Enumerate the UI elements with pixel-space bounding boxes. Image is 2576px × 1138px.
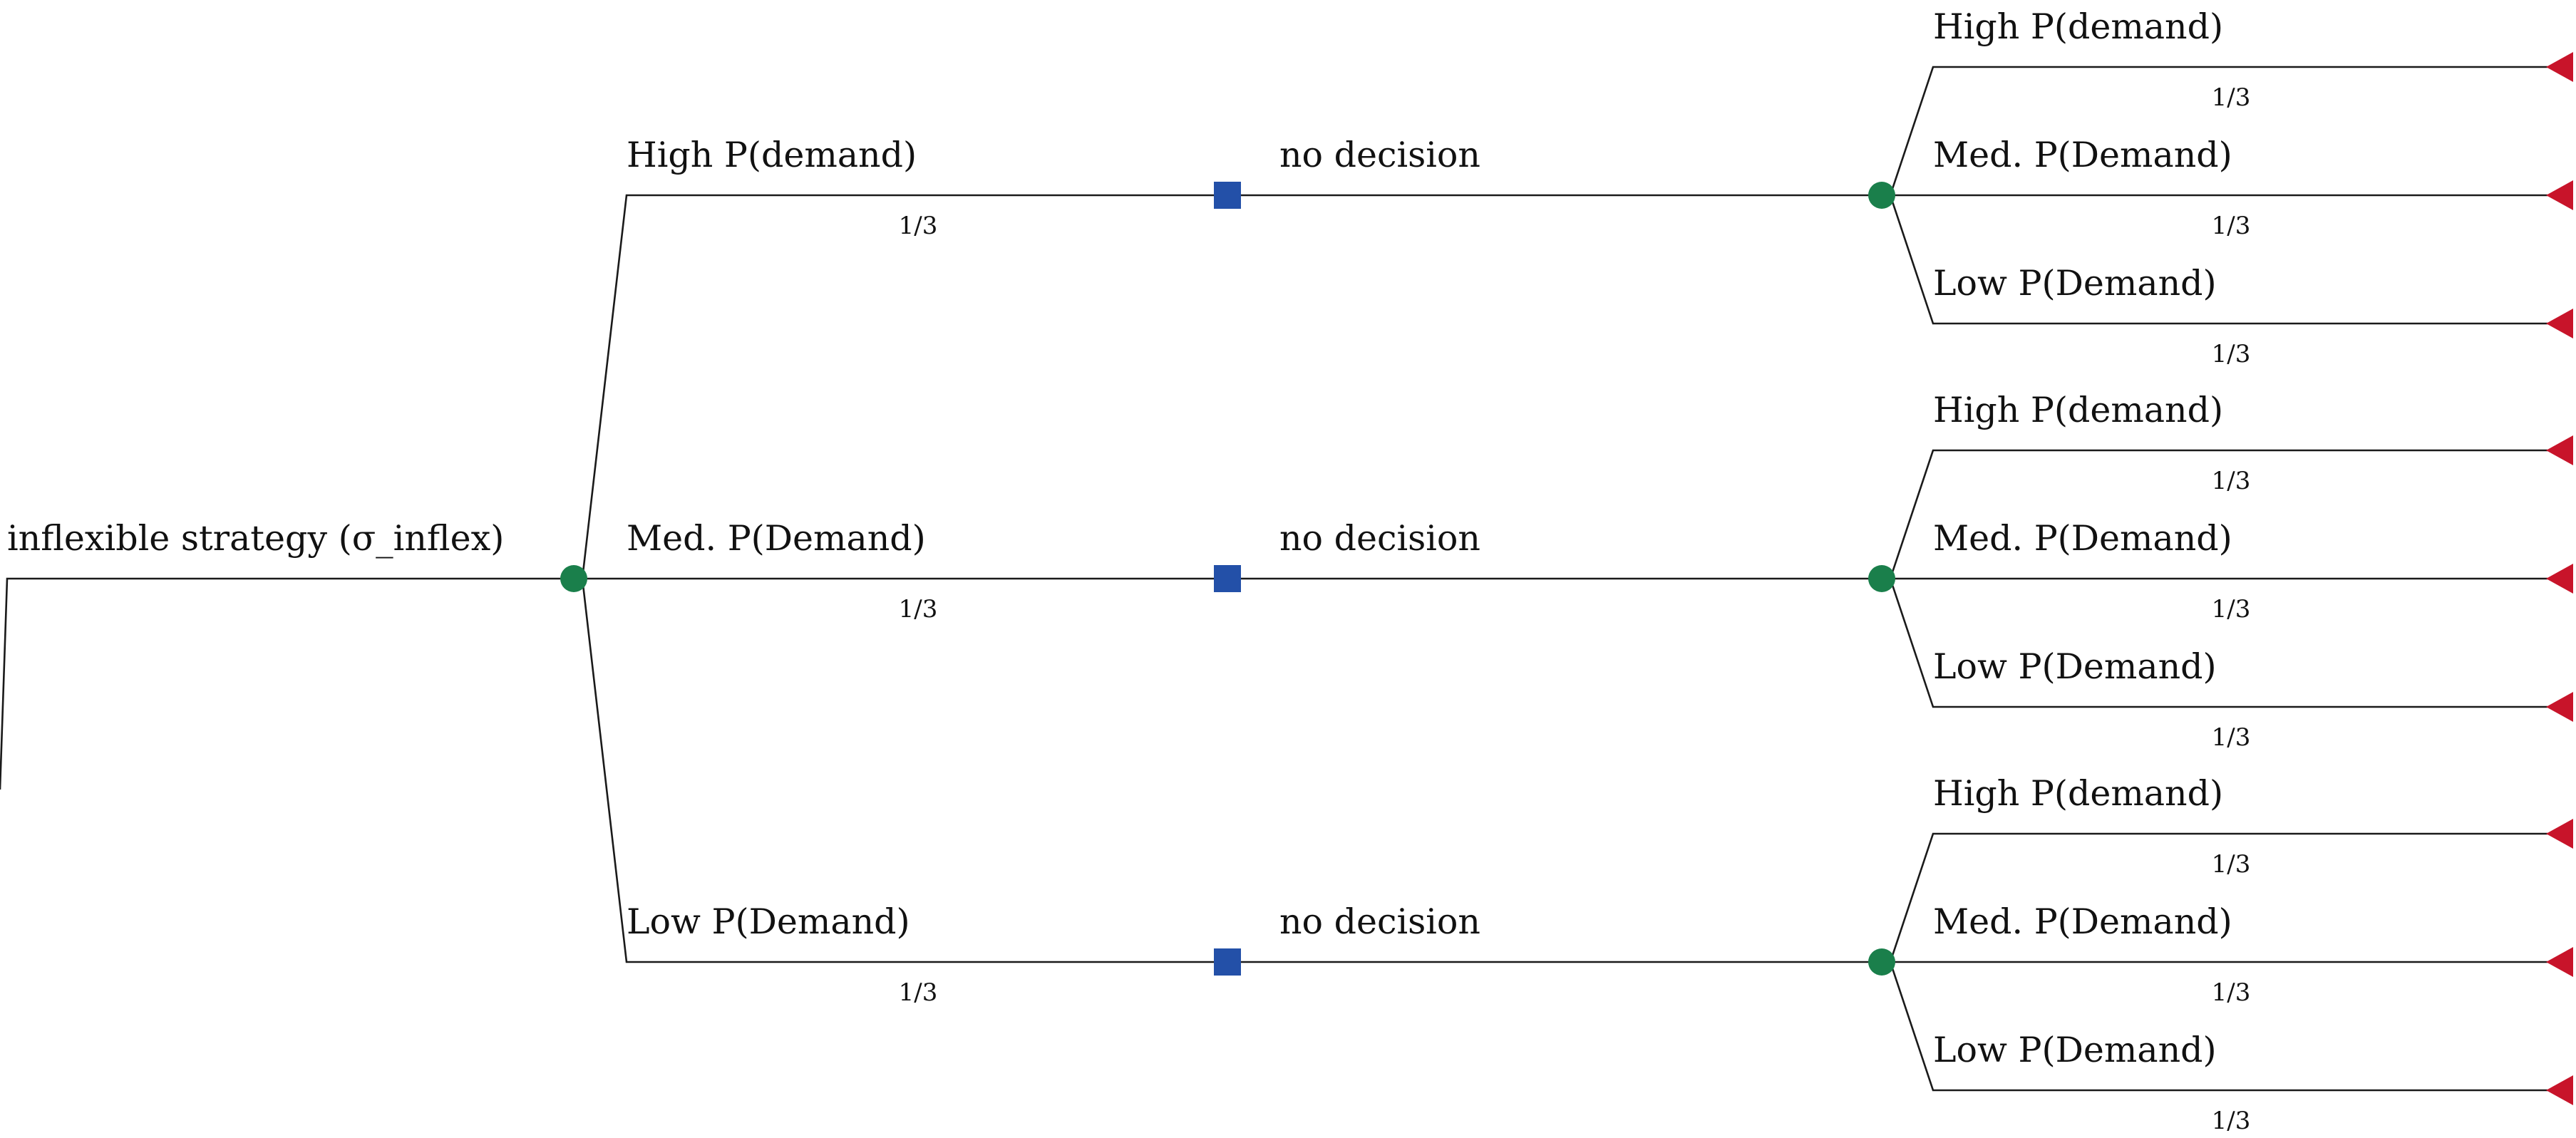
root-chance-node: [560, 565, 587, 592]
branch-2-label: Med. P(Demand): [627, 518, 926, 559]
outcome-1-3-label: Low P(Demand): [1933, 263, 2217, 304]
outcome-2-2-probability: 1/3: [2212, 595, 2251, 624]
outcome-3-2-label: Med. P(Demand): [1933, 901, 2232, 942]
outcome-1-1-edge: [1889, 66, 2547, 196]
terminal-node-1-1: [2546, 52, 2573, 82]
terminal-node-2-2: [2546, 564, 2573, 594]
terminal-node-3-1: [2546, 819, 2573, 849]
outcome-3-1-probability: 1/3: [2212, 850, 2251, 879]
decision-1-label: no decision: [1279, 135, 1480, 175]
outcome-2-1-probability: 1/3: [2212, 467, 2251, 495]
terminal-node-3-2: [2546, 947, 2573, 977]
branch-1-label: High P(demand): [627, 135, 917, 175]
branch-2-probability: 1/3: [899, 595, 938, 624]
chance-node-3: [1868, 948, 1895, 976]
outcome-1-1-probability: 1/3: [2212, 83, 2251, 112]
terminal-node-1-2: [2546, 180, 2573, 210]
outcome-2-1-label: High P(demand): [1933, 390, 2223, 430]
outcome-2-1-edge: [1889, 449, 2547, 579]
chance-node-2: [1868, 565, 1895, 592]
outcome-2-2-label: Med. P(Demand): [1933, 518, 2232, 559]
outcome-2-3-edge: [1889, 578, 2547, 708]
tree-labels: inflexible strategy (σ_inflex) High P(dem…: [7, 6, 2250, 1135]
decision-3-label: no decision: [1279, 901, 1480, 942]
outcome-2-3-label: Low P(Demand): [1933, 646, 2217, 687]
terminal-node-3-3: [2546, 1075, 2573, 1105]
branch-3-edge: [581, 578, 1227, 963]
tree-nodes: [560, 52, 2573, 1105]
outcome-3-3-probability: 1/3: [2212, 1107, 2251, 1135]
outcome-1-3-probability: 1/3: [2212, 340, 2251, 368]
terminal-node-2-3: [2546, 692, 2573, 722]
outcome-1-2-label: Med. P(Demand): [1933, 135, 2232, 175]
decision-2-label: no decision: [1279, 518, 1480, 559]
tree-edges: [0, 66, 2547, 1092]
outcome-1-2-probability: 1/3: [2212, 212, 2251, 240]
outcome-3-2-probability: 1/3: [2212, 978, 2251, 1007]
decision-node-1: [1214, 182, 1241, 209]
root-edge: [0, 577, 574, 790]
branch-1-edge: [581, 194, 1227, 579]
chance-node-1: [1868, 182, 1895, 209]
outcome-3-3-label: Low P(Demand): [1933, 1030, 2217, 1070]
terminal-node-2-1: [2546, 435, 2573, 465]
outcome-3-3-edge: [1889, 961, 2547, 1092]
branch-3-label: Low P(Demand): [627, 901, 910, 942]
branch-1-probability: 1/3: [899, 212, 938, 240]
decision-node-2: [1214, 565, 1241, 592]
terminal-node-1-3: [2546, 309, 2573, 338]
outcome-2-3-probability: 1/3: [2212, 723, 2251, 752]
branch-3-probability: 1/3: [899, 978, 938, 1007]
outcome-1-3-edge: [1889, 195, 2547, 325]
outcome-3-1-label: High P(demand): [1933, 773, 2223, 814]
root-label: inflexible strategy (σ_inflex): [7, 518, 504, 559]
outcome-1-1-label: High P(demand): [1933, 6, 2223, 47]
outcome-3-1-edge: [1889, 832, 2547, 963]
decision-node-3: [1214, 948, 1241, 976]
